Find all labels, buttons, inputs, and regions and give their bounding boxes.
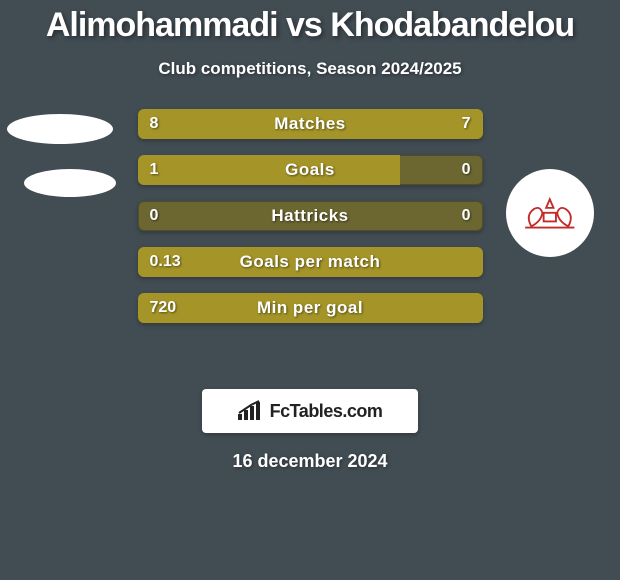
stat-row: Goals per match0.13 (138, 247, 483, 277)
club-emblem-icon (519, 182, 581, 244)
stat-label: Hattricks (138, 201, 483, 231)
brand-badge: FcTables.com (202, 389, 418, 433)
player-left-club-logo-2 (24, 169, 116, 197)
stat-row: Hattricks0 0 (138, 201, 483, 231)
stat-row: Matches8 7 (138, 109, 483, 139)
page-title: Alimohammadi vs Khodabandelou (0, 0, 620, 45)
stat-value-right: 0 (462, 155, 471, 185)
stat-value-right: 0 (462, 201, 471, 231)
stat-value-left: 0.13 (150, 247, 181, 277)
comparison-arena: Matches87Goals10Hattricks00Goals per mat… (0, 109, 620, 369)
stat-value-left: 1 (150, 155, 159, 185)
stat-value-left: 0 (150, 201, 159, 231)
stat-value-left: 720 (150, 293, 177, 323)
date-line: 16 december 2024 (0, 451, 620, 472)
stat-label: Matches (138, 109, 483, 139)
stat-label: Min per goal (138, 293, 483, 323)
stat-bars: Matches87Goals10Hattricks00Goals per mat… (138, 109, 483, 323)
subtitle: Club competitions, Season 2024/2025 (0, 59, 620, 79)
player-left-club-logo-1 (7, 114, 113, 144)
stat-label: Goals per match (138, 247, 483, 277)
brand-text: FcTables.com (270, 401, 383, 422)
stat-value-left: 8 (150, 109, 159, 139)
stat-value-right: 7 (462, 109, 471, 139)
brand-chart-icon (238, 400, 264, 422)
player-right-club-logo (506, 169, 594, 257)
stat-label: Goals (138, 155, 483, 185)
stat-row: Goals1 0 (138, 155, 483, 185)
stat-row: Min per goal720 (138, 293, 483, 323)
